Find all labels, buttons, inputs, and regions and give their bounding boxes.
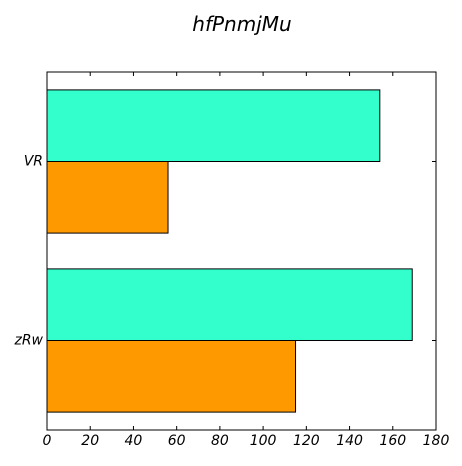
x-tick-label-60: 60 [168, 433, 186, 449]
x-tick-label-40: 40 [125, 433, 143, 449]
x-tick-label-100: 100 [250, 433, 277, 449]
bar-zRw-series-2 [46, 268, 413, 341]
bar-VR-series-1 [46, 161, 169, 234]
bar-zRw-series-1 [46, 340, 297, 413]
plot-area-frame [46, 71, 437, 431]
x-tick-label-0: 0 [43, 433, 52, 449]
x-tick-label-140: 140 [336, 433, 363, 449]
x-tick-label-160: 160 [379, 433, 406, 449]
bar-VR-series-2 [46, 89, 381, 162]
x-tick-label-180: 180 [423, 433, 450, 449]
x-tick-label-120: 120 [293, 433, 320, 449]
chart-title: hfPnmjMu [192, 12, 291, 36]
axes-layer: VR zRw 0 20 40 60 80 100 120 140 160 180 [13, 72, 449, 449]
y-tick-label-VR: VR [24, 154, 43, 170]
x-tick-label-20: 20 [81, 433, 99, 449]
bars-layer [46, 89, 413, 413]
x-tick-label-80: 80 [211, 433, 229, 449]
y-tick-label-zRw: zRw [13, 333, 43, 349]
